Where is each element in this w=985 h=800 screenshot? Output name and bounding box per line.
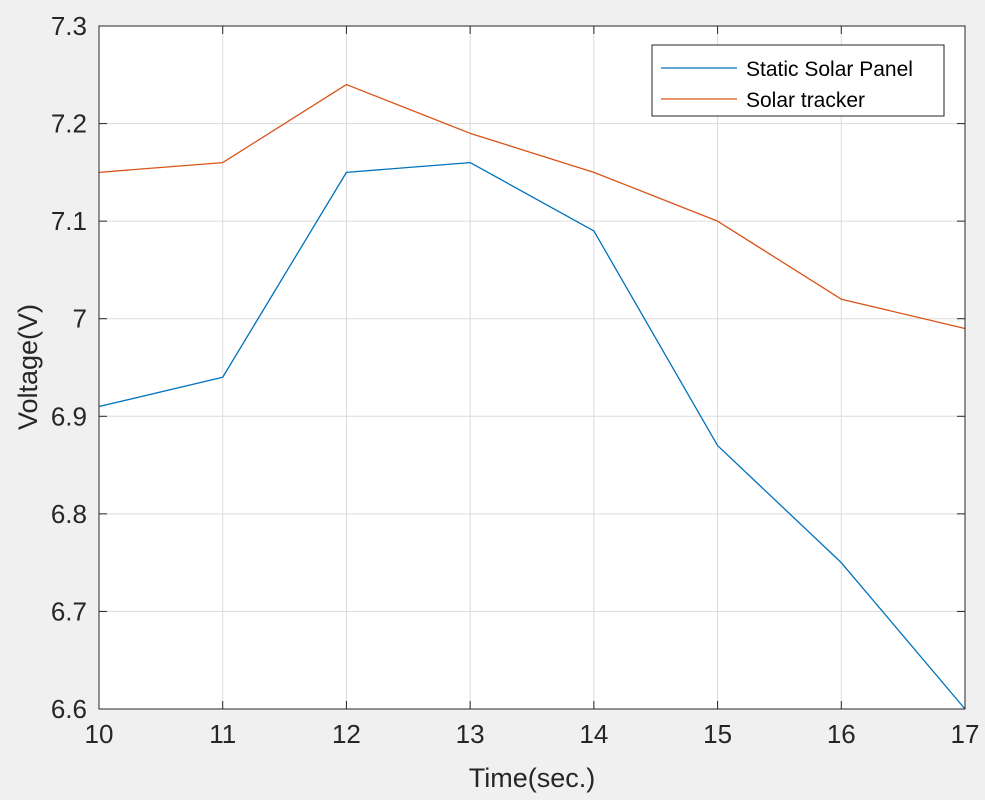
series-lines — [98, 83, 966, 710]
series-line-0 — [98, 161, 966, 710]
x-tick-label: 10 — [85, 719, 114, 749]
y-tick-label: 6.7 — [51, 596, 87, 626]
x-tick-label: 13 — [456, 719, 485, 749]
y-tick-label: 7 — [73, 304, 87, 334]
x-tick-label: 11 — [209, 719, 236, 749]
axis-ticks: 10 11 12 13 14 15 16 17 6.6 6.7 6.8 6.9 7 7.1 7.2 7.3 — [51, 11, 980, 749]
x-tick-label: 14 — [579, 719, 608, 749]
y-tick-label: 6.9 — [51, 401, 87, 431]
y-tick-label: 7.1 — [51, 206, 87, 236]
x-tick-label: 15 — [703, 719, 732, 749]
plot-frame — [98, 25, 966, 710]
y-axis-label: Voltage(V) — [13, 304, 43, 430]
axis-labels: Time(sec.) Voltage(V) — [13, 304, 595, 793]
x-axis-label: Time(sec.) — [469, 763, 596, 793]
legend-label-0: Static Solar Panel — [746, 58, 913, 81]
y-tick-label: 7.3 — [51, 11, 87, 41]
x-tick-label: 16 — [827, 719, 856, 749]
legend-box — [651, 44, 945, 117]
series-line-1 — [98, 83, 966, 330]
y-tick-label: 6.8 — [51, 499, 87, 529]
y-tick-label: 6.6 — [51, 694, 87, 724]
plot-area — [99, 26, 965, 709]
x-tick-label: 12 — [332, 719, 361, 749]
x-tick-label: 17 — [951, 719, 980, 749]
legend: Static Solar Panel Solar tracker — [651, 44, 945, 117]
legend-label-1: Solar tracker — [746, 89, 865, 112]
y-tick-label: 7.2 — [51, 109, 87, 139]
